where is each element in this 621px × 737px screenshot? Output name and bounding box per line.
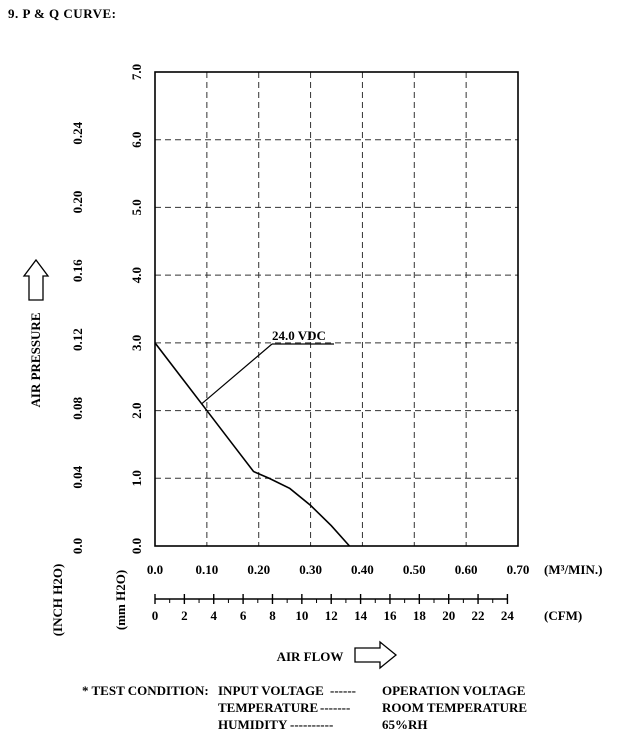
series-layer: [154, 342, 351, 547]
section-heading: 9. P & Q CURVE:: [8, 6, 117, 21]
plot-frame: [154, 71, 519, 547]
condition-value-humidity: 65%RH: [382, 717, 428, 732]
x-units-label: (M³/MIN.): [544, 562, 602, 577]
x-tick-label: 0.10: [195, 562, 218, 577]
y-tick-label-mm: 7.0: [129, 64, 144, 80]
x2-tick-label: 8: [269, 608, 276, 623]
y-tick-label-mm: 2.0: [129, 402, 144, 418]
y-tick-label-inch: 0.04: [70, 465, 85, 488]
annotation-label: 24.0 VDC: [272, 328, 326, 343]
axis-labels: (M³/MIN.) (CFM) (INCH H2O) (mm H2O) AIR PRES…: [22, 258, 602, 670]
y-units-mm-label: (mm H2O): [113, 570, 128, 630]
x-tick-label: 0.0: [147, 562, 163, 577]
y-tick-label-inch: 0.16: [70, 259, 85, 282]
x2-tick-label: 20: [442, 608, 455, 623]
x-tick-label: 0.70: [507, 562, 530, 577]
series-line: [154, 342, 351, 547]
condition-name-temperature: TEMPERATURE: [218, 700, 319, 715]
x-tick-label: 0.40: [351, 562, 374, 577]
x-tick-label: 0.30: [299, 562, 322, 577]
condition-value-input-voltage: OPERATION VOLTAGE: [382, 683, 526, 698]
y-tick-label-mm: 4.0: [129, 267, 144, 283]
annotation-layer: 24.0 VDC: [201, 328, 334, 405]
x2-tick-label: 0: [152, 608, 159, 623]
x2-tick-label: 12: [325, 608, 338, 623]
y-tick-label-mm: 0.0: [129, 538, 144, 554]
x-tick-label: 0.50: [403, 562, 426, 577]
condition-dash: ------: [330, 683, 356, 698]
x2-tick-label: 18: [413, 608, 427, 623]
y-tick-label-inch: 0.08: [70, 397, 85, 420]
condition-dash: -------: [320, 700, 351, 715]
y-units-inch-label: (INCH H2O): [50, 564, 65, 637]
y-tick-label-inch: 0.20: [70, 191, 85, 214]
y-tick-label-mm: 6.0: [129, 132, 144, 148]
condition-name-input-voltage: INPUT VOLTAGE: [218, 683, 324, 698]
right-arrow-icon: [354, 640, 398, 670]
x2-tick-label: 4: [210, 608, 217, 623]
x2-tick-label: 24: [501, 608, 515, 623]
x-tick-label: 0.60: [455, 562, 478, 577]
y-tick-label-mm: 3.0: [129, 335, 144, 351]
x2-tick-label: 14: [354, 608, 368, 623]
y-tick-label-mm: 1.0: [129, 470, 144, 486]
x2-tick-label: 10: [295, 608, 308, 623]
y-tick-label-mm: 5.0: [129, 199, 144, 215]
y-axis-title: AIR PRESSURE: [28, 313, 43, 408]
annotation-leader: [201, 343, 273, 405]
test-condition-label: * TEST CONDITION:: [82, 683, 209, 698]
up-arrow-icon: [22, 258, 50, 301]
x2-tick-label: 22: [472, 608, 485, 623]
x2-units-label: (CFM): [544, 608, 582, 623]
x2-tick-label: 6: [240, 608, 247, 623]
tick-labels: 0.0 0.10 0.20 0.30 0.40 0.50 0.60 0.70 0.0 1.0 2.0…: [70, 64, 529, 623]
x-tick-label: 0.20: [247, 562, 270, 577]
y-tick-label-inch: 0.24: [70, 121, 85, 144]
grid: [155, 72, 518, 546]
y-tick-label-inch: 0.0: [70, 538, 85, 554]
x-axis-title: AIR FLOW: [277, 649, 344, 664]
x2-tick-label: 2: [181, 608, 188, 623]
x2-tick-label: 16: [383, 608, 397, 623]
condition-value-temperature: ROOM TEMPERATURE: [382, 700, 528, 715]
axes: [154, 71, 519, 604]
condition-dash: ----------: [290, 717, 334, 732]
y-tick-label-inch: 0.12: [70, 328, 85, 351]
condition-name-humidity: HUMIDITY: [218, 717, 288, 732]
